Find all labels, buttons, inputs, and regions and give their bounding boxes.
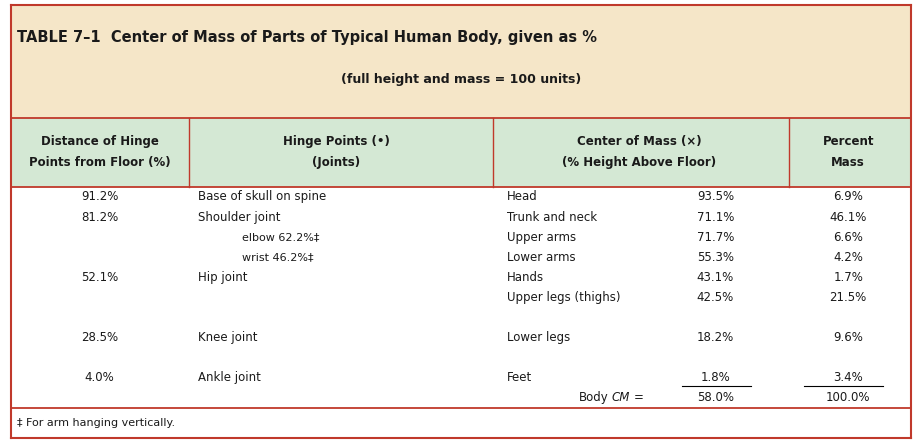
Text: 28.5%: 28.5% xyxy=(81,331,118,344)
Text: (% Height Above Floor): (% Height Above Floor) xyxy=(561,156,716,169)
Polygon shape xyxy=(435,265,446,288)
Text: Center of Mass (×): Center of Mass (×) xyxy=(576,135,702,148)
Ellipse shape xyxy=(400,289,408,299)
Text: 42.5%: 42.5% xyxy=(697,291,734,304)
Ellipse shape xyxy=(436,289,446,299)
Text: 46.1%: 46.1% xyxy=(830,210,867,224)
Text: 100.0%: 100.0% xyxy=(826,391,870,404)
Text: 18.2%: 18.2% xyxy=(697,331,734,344)
Polygon shape xyxy=(416,348,429,386)
Text: 6.6%: 6.6% xyxy=(833,231,863,244)
Polygon shape xyxy=(410,305,426,348)
Text: Hip joint: Hip joint xyxy=(198,271,248,284)
Text: Feet: Feet xyxy=(507,371,532,384)
Text: Body: Body xyxy=(579,391,609,404)
Text: elbow 62.2%‡: elbow 62.2%‡ xyxy=(242,232,319,242)
Polygon shape xyxy=(398,386,430,395)
Text: Knee joint: Knee joint xyxy=(198,331,258,344)
Text: 3.4%: 3.4% xyxy=(833,371,863,384)
Text: Upper legs (thighs): Upper legs (thighs) xyxy=(507,291,621,304)
Polygon shape xyxy=(433,234,444,265)
Text: (Joints): (Joints) xyxy=(313,156,361,169)
Text: Lower legs: Lower legs xyxy=(507,331,571,344)
Text: 6.9%: 6.9% xyxy=(833,190,863,203)
Text: 55.3%: 55.3% xyxy=(697,251,734,264)
Text: Upper arms: Upper arms xyxy=(507,231,576,244)
Text: 52.1%: 52.1% xyxy=(81,271,118,284)
Text: Mass: Mass xyxy=(832,156,865,169)
Text: CM: CM xyxy=(611,391,630,404)
Text: 9.6%: 9.6% xyxy=(833,331,863,344)
Text: Distance of Hinge: Distance of Hinge xyxy=(41,135,159,148)
Text: Lower arms: Lower arms xyxy=(507,251,575,264)
Polygon shape xyxy=(403,234,414,265)
Ellipse shape xyxy=(408,194,433,219)
Text: Points from Floor (%): Points from Floor (%) xyxy=(29,156,171,169)
Polygon shape xyxy=(413,348,425,386)
Polygon shape xyxy=(415,219,427,229)
Text: Base of skull on spine: Base of skull on spine xyxy=(198,190,326,203)
Text: Trunk and neck: Trunk and neck xyxy=(507,210,597,224)
Text: wrist 46.2%‡: wrist 46.2%‡ xyxy=(242,252,313,262)
Text: 81.2%: 81.2% xyxy=(81,210,118,224)
Text: 71.7%: 71.7% xyxy=(697,231,734,244)
Text: 1.8%: 1.8% xyxy=(701,371,730,384)
Polygon shape xyxy=(403,386,433,395)
Text: 4.0%: 4.0% xyxy=(85,371,114,384)
Text: Percent: Percent xyxy=(822,135,874,148)
Text: Shoulder joint: Shoulder joint xyxy=(198,210,280,224)
Text: Head: Head xyxy=(507,190,538,203)
Text: (full height and mass = 100 units): (full height and mass = 100 units) xyxy=(341,73,581,86)
Text: 43.1%: 43.1% xyxy=(697,271,734,284)
Text: 4.2%: 4.2% xyxy=(833,251,863,264)
Polygon shape xyxy=(401,265,410,288)
Polygon shape xyxy=(406,229,436,305)
Text: 71.1%: 71.1% xyxy=(697,210,734,224)
Text: 21.5%: 21.5% xyxy=(830,291,867,304)
Text: =: = xyxy=(634,391,648,404)
Text: 1.7%: 1.7% xyxy=(833,271,863,284)
Text: Ankle joint: Ankle joint xyxy=(198,371,261,384)
Text: Hinge Points (•): Hinge Points (•) xyxy=(283,135,390,148)
Text: 58.0%: 58.0% xyxy=(697,391,734,404)
Polygon shape xyxy=(414,305,430,348)
Text: 93.5%: 93.5% xyxy=(697,190,734,203)
Text: Hands: Hands xyxy=(507,271,544,284)
Text: ‡ For arm hanging vertically.: ‡ For arm hanging vertically. xyxy=(17,418,175,427)
Text: 91.2%: 91.2% xyxy=(81,190,118,203)
Text: TABLE 7–1  Center of Mass of Parts of Typical Human Body, given as %: TABLE 7–1 Center of Mass of Parts of Typ… xyxy=(17,30,597,45)
